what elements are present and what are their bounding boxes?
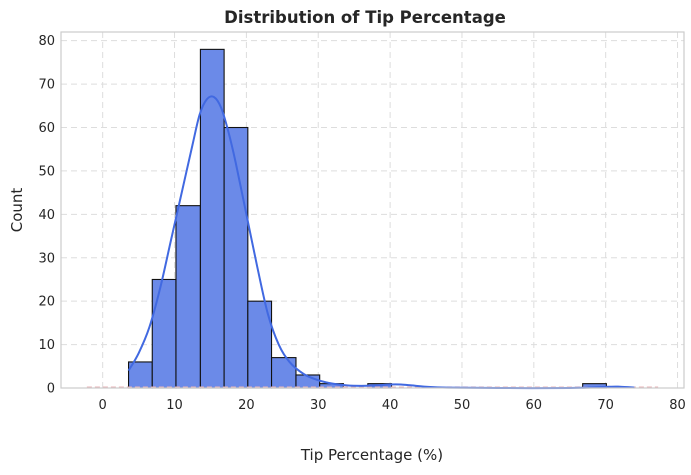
histogram-bars <box>127 48 607 389</box>
x-tick-label: 20 <box>238 398 255 413</box>
histogram-bar <box>151 278 177 389</box>
y-tick-label: 20 <box>38 295 55 310</box>
y-tick-label: 60 <box>38 121 55 136</box>
x-tick-label: 50 <box>454 398 471 413</box>
x-tick-label: 0 <box>99 398 107 413</box>
y-axis-label: Count <box>8 188 26 233</box>
x-tick-label: 40 <box>382 398 399 413</box>
histogram-bar <box>199 48 225 389</box>
x-tick-label: 70 <box>597 398 614 413</box>
y-tick-labels: 0 10 20 30 40 50 60 70 80 <box>38 34 55 396</box>
histogram-bar <box>175 205 201 389</box>
y-tick-label: 0 <box>47 382 55 397</box>
x-tick-labels: 0 10 20 30 40 50 60 70 80 <box>99 398 686 413</box>
x-tick-label: 80 <box>669 398 686 413</box>
y-tick-label: 30 <box>38 251 55 266</box>
x-tick-label: 30 <box>310 398 327 413</box>
y-tick-label: 10 <box>38 338 55 353</box>
y-tick-label: 80 <box>38 34 55 49</box>
y-tick-label: 40 <box>38 208 55 223</box>
plot-frame <box>60 31 685 389</box>
histogram-bar <box>270 357 297 389</box>
y-tick-label: 70 <box>38 78 55 93</box>
kde-line <box>127 95 635 390</box>
chart-title: Distribution of Tip Percentage <box>224 8 506 27</box>
x-tick-label: 60 <box>526 398 543 413</box>
kde-curve <box>127 95 635 390</box>
x-axis-label: Tip Percentage (%) <box>300 446 443 464</box>
x-tick-label: 10 <box>166 398 183 413</box>
y-tick-label: 50 <box>38 164 55 179</box>
